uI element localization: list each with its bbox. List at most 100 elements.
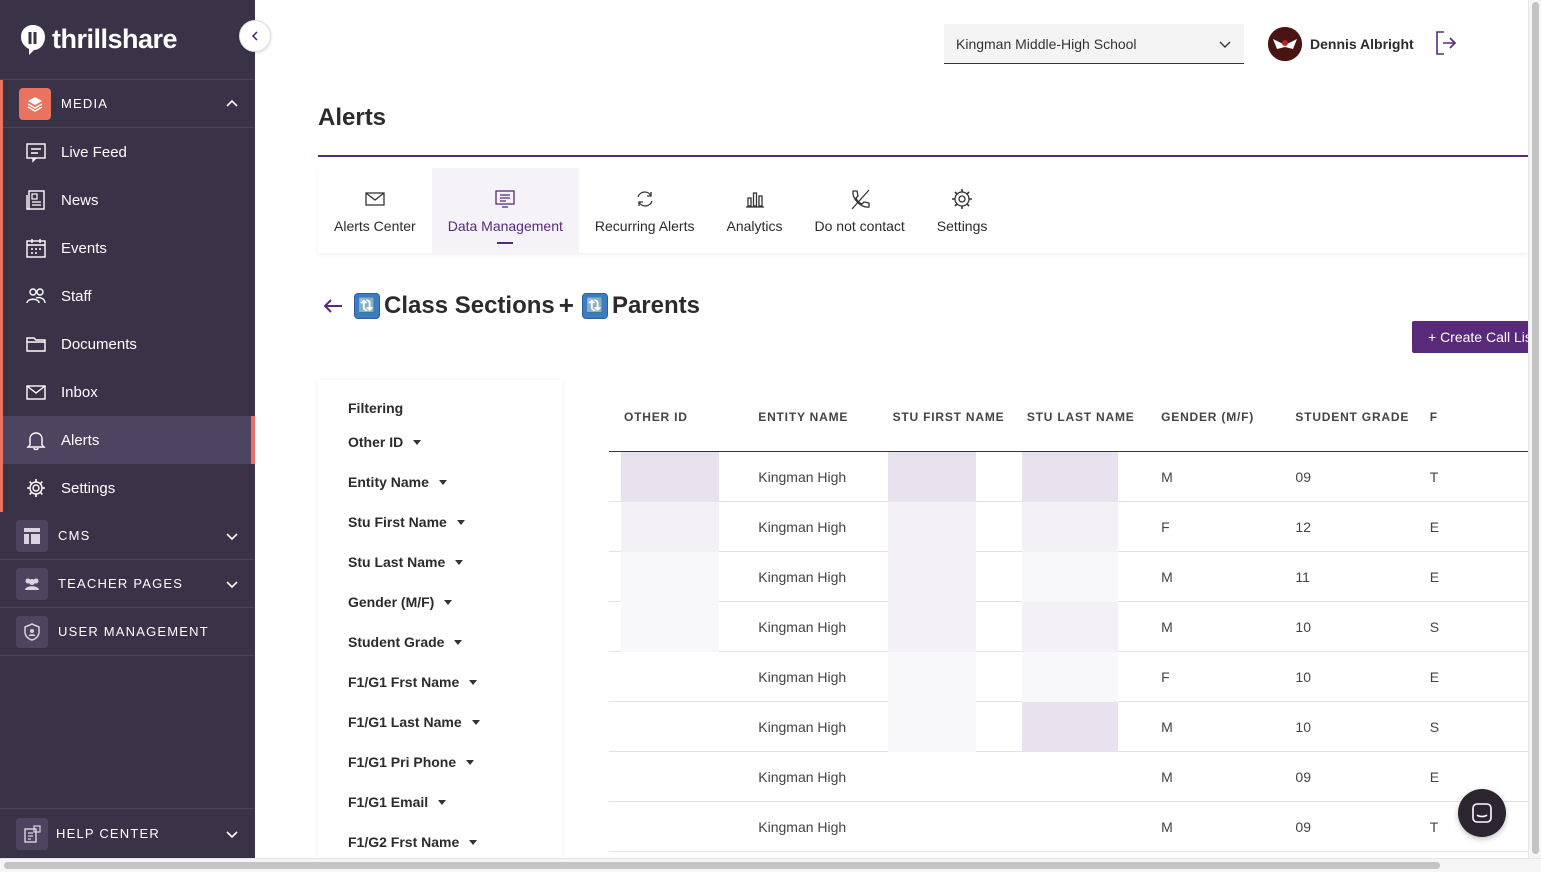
table-row[interactable]: Kingman High M 09 T [609,802,1528,852]
chat-icon [1472,803,1492,823]
caret-down-icon [438,479,447,485]
filter-stu-last-name[interactable]: Stu Last Name [348,542,532,582]
redacted-value [1021,501,1118,552]
back-arrow-icon[interactable] [322,295,344,317]
sidebar-item-label: Live Feed [61,143,127,161]
brand[interactable]: thrillshare [0,0,255,80]
sidebar-item-events[interactable]: Events [3,224,255,272]
tab-label: Recurring Alerts [594,217,695,234]
filter-gender[interactable]: Gender (M/F) [348,582,532,622]
cell-entity-name: Kingman High [758,818,847,835]
sidebar-item-alerts[interactable]: Alerts [3,416,255,464]
table-row[interactable]: Kingman High M 09 T [609,451,1528,502]
table-row[interactable]: Kingman High M 10 S [609,701,1528,752]
cell-stu-first-name [878,551,1012,602]
filter-other-id[interactable]: Other ID [348,422,532,462]
cell-entity-name: Kingman High [758,468,847,485]
help-center[interactable]: HELP CENTER [0,808,255,858]
sidebar-item-label: Alerts [61,431,100,449]
caret-down-icon [444,599,453,605]
filter-f1g2-first-name[interactable]: F1/G2 Frst Name [348,822,532,862]
sidebar-item-live-feed[interactable]: Live Feed [3,128,255,176]
cell-student-grade: 12 [1295,518,1311,535]
tab-recurring-alerts[interactable]: Recurring Alerts [579,168,711,253]
data-table: OTHER ID ENTITY NAME STU FIRST NAME STU … [575,372,1528,858]
filter-f1g1-email[interactable]: F1/G1 Email [348,782,532,822]
filter-stu-first-name[interactable]: Stu First Name [348,502,532,542]
cell-gender: M [1161,618,1173,635]
tab-data-management[interactable]: Data Management [431,168,579,253]
filter-f1g1-first-name[interactable]: F1/G1 Frst Name [348,662,532,702]
caret-down-icon [438,799,447,805]
table-row[interactable]: Kingman High F 12 E [609,501,1528,552]
sidebar-item-settings[interactable]: Settings [3,464,255,512]
envelope-icon [365,191,385,206]
cell-stu-last-name [1012,752,1146,802]
sidebar-item-staff[interactable]: Staff [3,272,255,320]
column-header-stu-last-name[interactable]: STU LAST NAME [1026,410,1135,424]
title-divider [318,155,1528,157]
cell-gender: F [1161,668,1170,685]
cell-next: E [1429,668,1440,685]
cms-section-header[interactable]: CMS [0,512,255,560]
tab-label: Analytics [726,217,783,234]
media-section-header[interactable]: MEDIA [3,80,255,128]
filter-student-grade[interactable]: Student Grade [348,622,532,662]
collapse-sidebar-button[interactable] [239,20,271,52]
sidebar-item-label: Settings [61,479,116,497]
user-management-section-header[interactable]: USER MANAGEMENT [0,608,255,656]
cell-other-id [609,451,743,502]
tab-do-not-contact[interactable]: Do not contact [799,168,921,253]
table-row[interactable]: Kingman High M 10 S [609,601,1528,652]
filter-entity-name[interactable]: Entity Name [348,462,532,502]
column-header-gender[interactable]: GENDER (M/F) [1161,410,1255,424]
table-row[interactable]: Kingman High M 09 E [609,752,1528,802]
column-header-stu-first-name[interactable]: STU FIRST NAME [892,410,1005,424]
cell-stu-first-name [878,501,1012,552]
cell-other-id [609,752,743,802]
column-header-other-id[interactable]: OTHER ID [624,410,688,424]
cell-entity-name: Kingman High [758,568,847,585]
sidebar-item-news[interactable]: News [3,176,255,224]
tab-analytics[interactable]: Analytics [710,168,798,253]
filter-f1g1-pri-phone[interactable]: F1/G1 Pri Phone [348,742,532,782]
create-call-list-button[interactable]: + Create Call List [1412,321,1541,353]
brand-name: thrillshare [52,24,178,54]
sidebar-item-documents[interactable]: Documents [3,320,255,368]
staff-icon [23,283,49,309]
caret-down-icon [456,519,465,525]
redacted-value [887,551,976,602]
redacted-value [1021,551,1118,602]
table-row[interactable]: Kingman High M 11 E [609,551,1528,602]
tab-alerts-center[interactable]: Alerts Center [318,168,432,253]
sidebar-item-label: Inbox [61,383,98,401]
teacher-pages-section-header[interactable]: TEACHER PAGES [0,560,255,608]
chevron-down-icon [226,580,238,588]
column-header-entity-name[interactable]: ENTITY NAME [758,410,849,424]
logout-icon[interactable] [1434,30,1458,56]
redacted-value [887,501,976,552]
filter-f1g1-last-name[interactable]: F1/G1 Last Name [348,702,532,742]
vertical-scrollbar[interactable] [1528,0,1541,858]
cell-stu-last-name [1012,701,1146,752]
column-header-next[interactable]: F [1429,410,1438,424]
cell-entity-name: Kingman High [758,768,847,785]
column-header-student-grade[interactable]: STUDENT GRADE [1295,410,1410,424]
scrollbar-thumb[interactable] [4,862,1440,869]
school-select-value: Kingman Middle-High School [956,35,1137,52]
filter-title: Filtering [348,400,404,416]
sidebar-item-label: Documents [61,335,137,353]
user-management-label: USER MANAGEMENT [58,624,209,639]
tab-settings[interactable]: Settings [921,168,1004,253]
table-row[interactable]: Kingman High F 10 E [609,651,1528,702]
cell-next: E [1429,568,1440,585]
school-select[interactable]: Kingman Middle-High School [944,24,1244,64]
cell-entity-name: Kingman High [758,618,847,635]
redacted-value [1021,701,1118,752]
sidebar-item-inbox[interactable]: Inbox [3,368,255,416]
horizontal-scrollbar[interactable] [0,858,1541,872]
user-menu[interactable]: Dennis Albright [1268,27,1414,61]
sidebar-item-label: Events [61,239,107,257]
chat-button[interactable] [1458,789,1506,837]
scrollbar-thumb[interactable] [1532,2,1539,854]
